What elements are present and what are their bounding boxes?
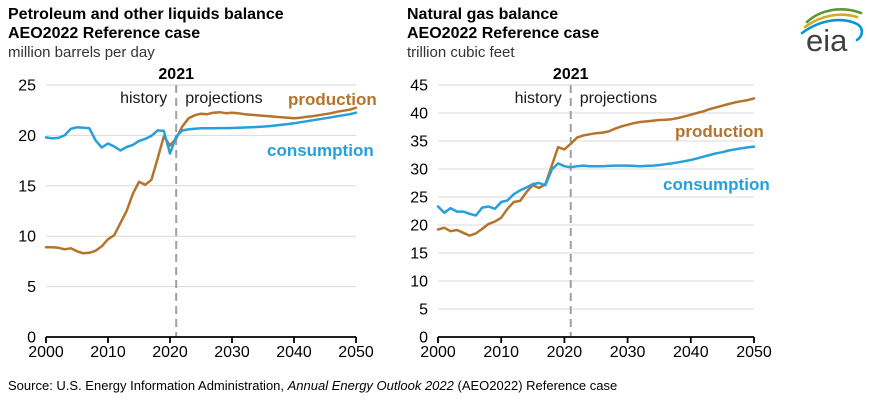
projections-region-label: projections xyxy=(580,90,657,107)
x-axis-tick-label: 2010 xyxy=(483,344,519,361)
source-suffix: (AEO2022) Reference case xyxy=(453,378,618,393)
petroleum-chart-unit-label: million barrels per day xyxy=(8,44,155,61)
consumption-series-label: consumption xyxy=(267,141,374,160)
y-axis-tick-label: 15 xyxy=(410,246,428,263)
production-series-label: production xyxy=(288,90,377,109)
y-axis-tick-label: 25 xyxy=(18,78,36,95)
source-publication: Annual Energy Outlook 2022 xyxy=(287,378,454,393)
source-prefix: Source: U.S. Energy Information Administ… xyxy=(8,378,288,393)
natural-gas-chart-unit-label: trillion cubic feet xyxy=(407,44,515,61)
eia-logo-green-arc-icon xyxy=(805,8,863,24)
petroleum-chart-header: Petroleum and other liquids balance AEO2… xyxy=(8,5,284,62)
history-region-label: history xyxy=(120,90,167,107)
x-axis-tick-label: 2010 xyxy=(90,344,126,361)
x-axis-tick-label: 2000 xyxy=(28,344,64,361)
production-line xyxy=(436,97,756,237)
natural-gas-chart-title: Natural gas balance xyxy=(407,6,559,23)
y-axis-tick-label: 45 xyxy=(410,78,428,95)
natural-gas-chart: 0 5 10 15 20 25 30 35 40 45 2000 2010 2020 2030 2040 20… xyxy=(410,66,772,361)
x-axis-tick-label: 2030 xyxy=(214,344,250,361)
x-axis-tick-label: 2000 xyxy=(420,344,456,361)
y-axis-tick-label: 30 xyxy=(410,162,428,179)
y-axis-tick-label: 5 xyxy=(419,302,428,319)
production-series-label: production xyxy=(675,122,764,141)
y-axis-tick-label: 20 xyxy=(410,218,428,235)
y-axis-tick-label: 5 xyxy=(27,279,36,296)
consumption-line xyxy=(44,111,358,155)
divider-year-label: 2021 xyxy=(158,66,194,83)
y-axis-tick-label: 15 xyxy=(18,178,36,195)
y-axis-tick-label: 10 xyxy=(410,274,428,291)
petroleum-chart-title: Petroleum and other liquids balance xyxy=(8,6,284,23)
eia-logo-blue-arc-icon xyxy=(800,18,864,42)
petroleum-chart: 0 5 10 15 20 25 2000 2010 2020 2030 2040 2050 produc… xyxy=(18,66,377,361)
y-axis-tick-label: 40 xyxy=(410,106,428,123)
y-axis-tick-label: 10 xyxy=(18,229,36,246)
x-axis-tick-label: 2040 xyxy=(276,344,312,361)
x-axis-tick-label: 2040 xyxy=(673,344,709,361)
production-line xyxy=(44,106,358,255)
consumption-series-label: consumption xyxy=(663,175,770,194)
eia-logo-gold-arc-icon xyxy=(803,13,859,29)
history-region-label: history xyxy=(515,90,562,107)
natural-gas-chart-header: Natural gas balance AEO2022 Reference ca… xyxy=(407,5,599,62)
projections-region-label: projections xyxy=(185,90,262,107)
source-note: Source: U.S. Energy Information Administ… xyxy=(8,378,617,393)
divider-year-label: 2021 xyxy=(553,66,589,83)
y-axis-tick-label: 25 xyxy=(410,190,428,207)
x-axis-tick-label: 2030 xyxy=(610,344,646,361)
eia-logo: eia xyxy=(800,8,864,57)
y-axis-tick-label: 0 xyxy=(419,330,428,347)
x-axis-tick-label: 2020 xyxy=(547,344,583,361)
y-axis-tick-label: 35 xyxy=(410,134,428,151)
natural-gas-chart-subtitle: AEO2022 Reference case xyxy=(407,25,600,42)
petroleum-chart-subtitle: AEO2022 Reference case xyxy=(8,25,201,42)
x-axis-tick-label: 2050 xyxy=(736,344,772,361)
x-axis-tick-label: 2020 xyxy=(152,344,188,361)
y-axis-tick-label: 0 xyxy=(27,330,36,347)
x-axis-tick-label: 2050 xyxy=(338,344,374,361)
consumption-line xyxy=(436,145,756,217)
y-axis-tick-label: 20 xyxy=(18,128,36,145)
eia-logo-text: eia xyxy=(806,23,848,57)
